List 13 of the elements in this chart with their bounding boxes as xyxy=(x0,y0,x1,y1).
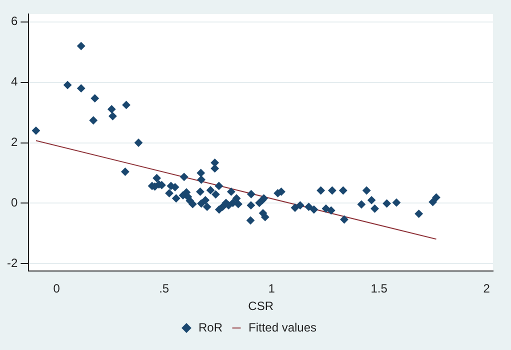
x-tick-label: 0 xyxy=(53,282,60,296)
legend-label: Fitted values xyxy=(248,320,317,334)
x-tick-label: .5 xyxy=(159,282,170,296)
y-tick-label: 6 xyxy=(10,14,18,28)
x-tick-label: 1 xyxy=(268,282,276,296)
y-tick-label: 2 xyxy=(10,135,18,150)
x-tick-label: 1.5 xyxy=(370,282,388,296)
y-tick-label: -2 xyxy=(7,256,18,270)
x-axis-title: CSR xyxy=(248,299,274,314)
x-tick-label: 2 xyxy=(483,282,490,296)
legend-label: RoR xyxy=(198,320,223,334)
y-tick-label: 4 xyxy=(10,74,18,89)
y-tick-label: 0 xyxy=(10,196,18,210)
